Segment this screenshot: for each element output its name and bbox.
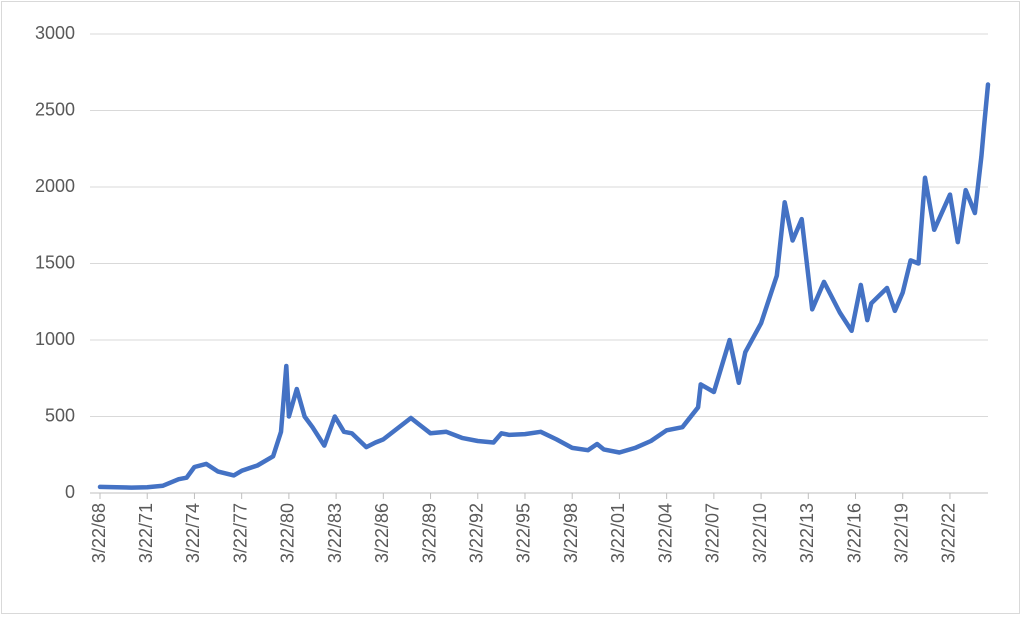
x-tick-label: 3/22/71 bbox=[136, 503, 156, 563]
x-tick-label: 3/22/83 bbox=[325, 503, 345, 563]
x-tick-label: 3/22/07 bbox=[703, 503, 723, 563]
x-tick-label: 3/22/22 bbox=[939, 503, 959, 563]
y-tick-label: 0 bbox=[65, 482, 75, 502]
price-line bbox=[97, 82, 991, 490]
x-tick-label: 3/22/89 bbox=[419, 503, 439, 563]
x-tick-label: 3/22/10 bbox=[750, 503, 770, 563]
x-tick-label: 3/22/77 bbox=[230, 503, 250, 563]
x-tick-label: 3/22/86 bbox=[372, 503, 392, 563]
x-tick-label: 3/22/95 bbox=[514, 503, 534, 563]
x-tick-label: 3/22/92 bbox=[467, 503, 487, 563]
x-tick-label: 3/22/19 bbox=[891, 503, 911, 563]
x-tick-label: 3/22/98 bbox=[561, 503, 581, 563]
y-tick-label: 1500 bbox=[35, 252, 75, 272]
y-tick-label: 2500 bbox=[35, 99, 75, 119]
y-tick-label: 3000 bbox=[35, 23, 75, 43]
x-tick-label: 3/22/04 bbox=[655, 503, 675, 563]
y-tick-label: 500 bbox=[45, 405, 75, 425]
x-tick-label: 3/22/80 bbox=[278, 503, 298, 563]
x-tick-label: 3/22/01 bbox=[608, 503, 628, 563]
x-tick-label: 3/22/74 bbox=[183, 503, 203, 563]
y-tick-label: 2000 bbox=[35, 176, 75, 196]
x-tick-label: 3/22/16 bbox=[844, 503, 864, 563]
y-tick-label: 1000 bbox=[35, 329, 75, 349]
x-tick-label: 3/22/68 bbox=[89, 503, 109, 563]
x-tick-label: 3/22/13 bbox=[797, 503, 817, 563]
